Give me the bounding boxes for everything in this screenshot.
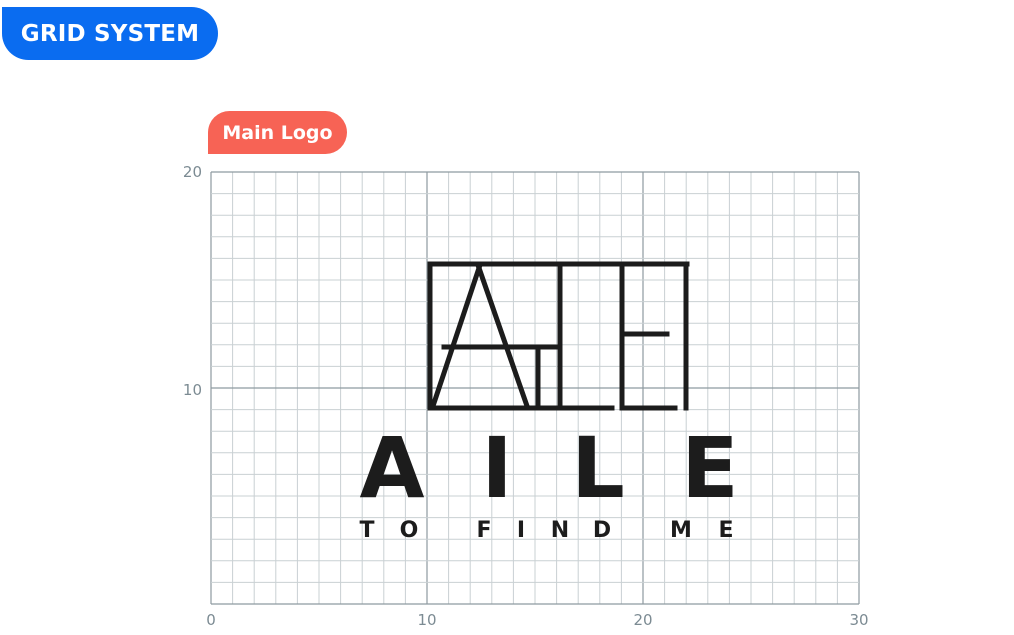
tagline-letter-7: M <box>670 518 692 543</box>
grid-lines <box>210 171 860 605</box>
emblem-a-right-leg <box>475 264 531 410</box>
y-tick-20: 20 <box>183 163 202 181</box>
wordmark-letter-a: A <box>359 419 424 517</box>
x-tick-30: 30 <box>849 611 868 629</box>
y-tick-10: 10 <box>183 381 202 399</box>
logo-wordmark: A I L E <box>359 419 738 517</box>
tagline-letter-2: O <box>400 518 419 543</box>
grid-system-title: GRID SYSTEM <box>20 20 200 47</box>
tagline-letter-1: T <box>359 518 374 543</box>
logo-tagline: T O F I N D M E <box>359 518 733 543</box>
x-tick-0: 0 <box>206 611 216 629</box>
emblem-a-left-leg <box>429 264 483 410</box>
main-logo-badge: Main Logo <box>208 111 347 154</box>
tagline-letter-3: F <box>476 518 491 543</box>
tagline-letter-8: E <box>718 518 733 543</box>
main-logo-label: Main Logo <box>222 121 333 144</box>
tagline-letter-6: D <box>593 518 611 543</box>
wordmark-letter-i: I <box>481 419 512 517</box>
wordmark-letter-e: E <box>681 419 738 517</box>
logo-emblem <box>427 261 690 411</box>
tagline-letter-4: I <box>517 518 525 543</box>
grid-system-badge: GRID SYSTEM <box>2 7 218 60</box>
x-tick-20: 20 <box>633 611 652 629</box>
tagline-letter-5: N <box>551 518 569 543</box>
x-tick-10: 10 <box>417 611 436 629</box>
wordmark-letter-l: L <box>571 419 625 517</box>
